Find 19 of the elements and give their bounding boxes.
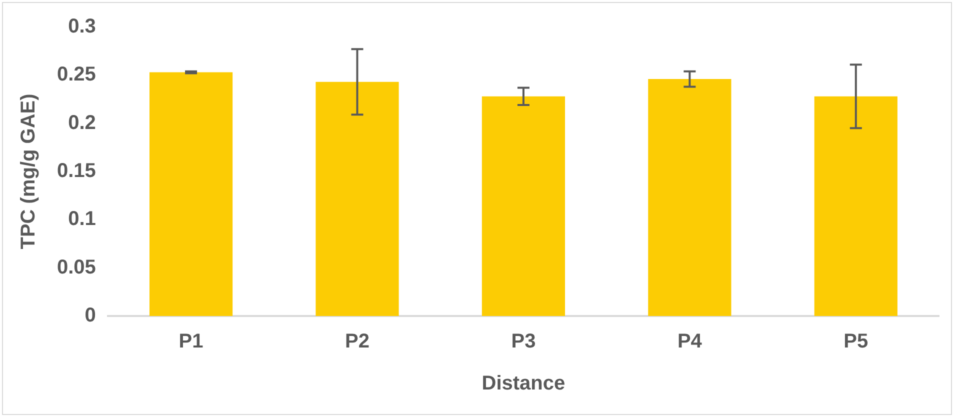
- x-tick-label: P2: [345, 330, 370, 353]
- bar: [648, 79, 732, 316]
- x-axis-title: Distance: [482, 372, 566, 395]
- y-tick-label: 0.3: [68, 16, 96, 38]
- y-tick-label: 0: [84, 304, 96, 327]
- bar: [482, 96, 566, 316]
- bar: [316, 82, 399, 316]
- x-tick-label: P1: [178, 330, 204, 353]
- bar: [149, 72, 233, 316]
- y-tick-label: 0.2: [68, 112, 96, 134]
- x-tick-label: P4: [677, 330, 703, 353]
- y-tick-label: 0.25: [56, 64, 96, 86]
- y-tick-label: 0.15: [56, 160, 96, 182]
- y-tick-label: 0.05: [56, 256, 96, 278]
- y-tick-label: 0.1: [68, 208, 96, 230]
- y-axis-title: TPC (mg/g GAE): [18, 94, 40, 250]
- bar: [814, 96, 898, 316]
- x-tick-label: P3: [511, 330, 536, 353]
- x-tick-label: P5: [844, 330, 868, 353]
